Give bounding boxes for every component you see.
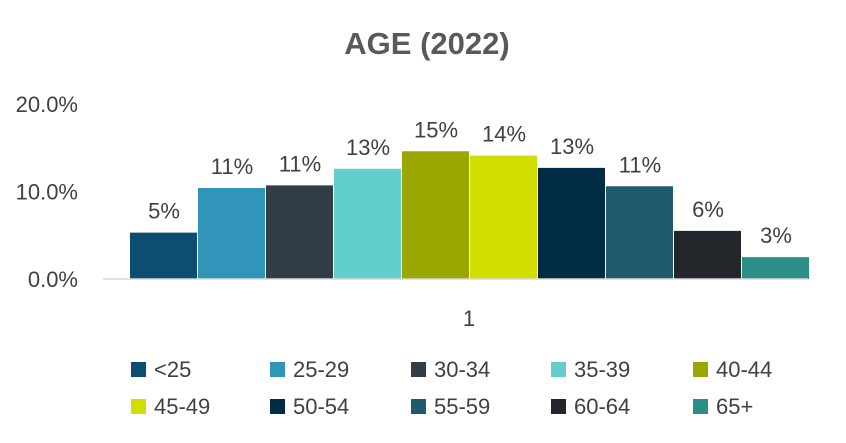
bar — [674, 230, 741, 279]
legend-swatch — [551, 399, 566, 414]
bar — [402, 151, 469, 279]
y-tick-label: 0.0% — [28, 267, 78, 292]
data-label-group: 5% 11% 11% 13% 15% 14% 13% 11% 6% 3% — [148, 117, 792, 248]
legend-swatch — [411, 362, 426, 377]
bar — [130, 232, 197, 279]
data-label: 14% — [482, 122, 526, 147]
legend: <25 25-29 30-34 35-39 40-44 45-49 50-54 55-59 60… — [131, 357, 772, 419]
bar — [538, 167, 605, 279]
legend-swatch — [270, 399, 285, 414]
bar — [470, 155, 537, 279]
data-label: 15% — [414, 117, 458, 142]
legend-label: <25 — [154, 357, 191, 382]
legend-swatch — [693, 362, 708, 377]
x-tick-label: 1 — [463, 306, 475, 331]
legend-label: 45-49 — [154, 394, 210, 419]
bar-group — [130, 151, 809, 279]
legend-swatch — [411, 399, 426, 414]
legend-label: 25-29 — [293, 357, 349, 382]
data-label: 11% — [211, 154, 253, 179]
data-label: 11% — [619, 152, 661, 177]
bar — [606, 186, 673, 279]
legend-label: 65+ — [716, 394, 753, 419]
y-tick-label: 20.0% — [16, 92, 78, 117]
bar — [742, 257, 809, 279]
bar — [198, 188, 265, 279]
data-label: 13% — [346, 135, 390, 160]
chart-title: AGE (2022) — [344, 26, 509, 61]
y-axis: 0.0% 10.0% 20.0% — [16, 92, 78, 292]
legend-label: 60-64 — [574, 394, 630, 419]
data-label: 6% — [692, 197, 724, 222]
legend-swatch — [270, 362, 285, 377]
legend-label: 30-34 — [434, 357, 490, 382]
legend-label: 55-59 — [434, 394, 490, 419]
legend-swatch — [131, 362, 146, 377]
bar — [266, 185, 333, 279]
legend-label: 50-54 — [293, 394, 349, 419]
data-label: 11% — [279, 151, 321, 176]
legend-label: 40-44 — [716, 357, 772, 382]
bar — [334, 168, 401, 279]
data-label: 13% — [550, 134, 594, 159]
legend-label: 35-39 — [574, 357, 630, 382]
legend-swatch — [131, 399, 146, 414]
y-tick-label: 10.0% — [16, 180, 78, 205]
data-label: 5% — [148, 199, 180, 224]
data-label: 3% — [760, 223, 792, 248]
legend-swatch — [551, 362, 566, 377]
legend-swatch — [693, 399, 708, 414]
